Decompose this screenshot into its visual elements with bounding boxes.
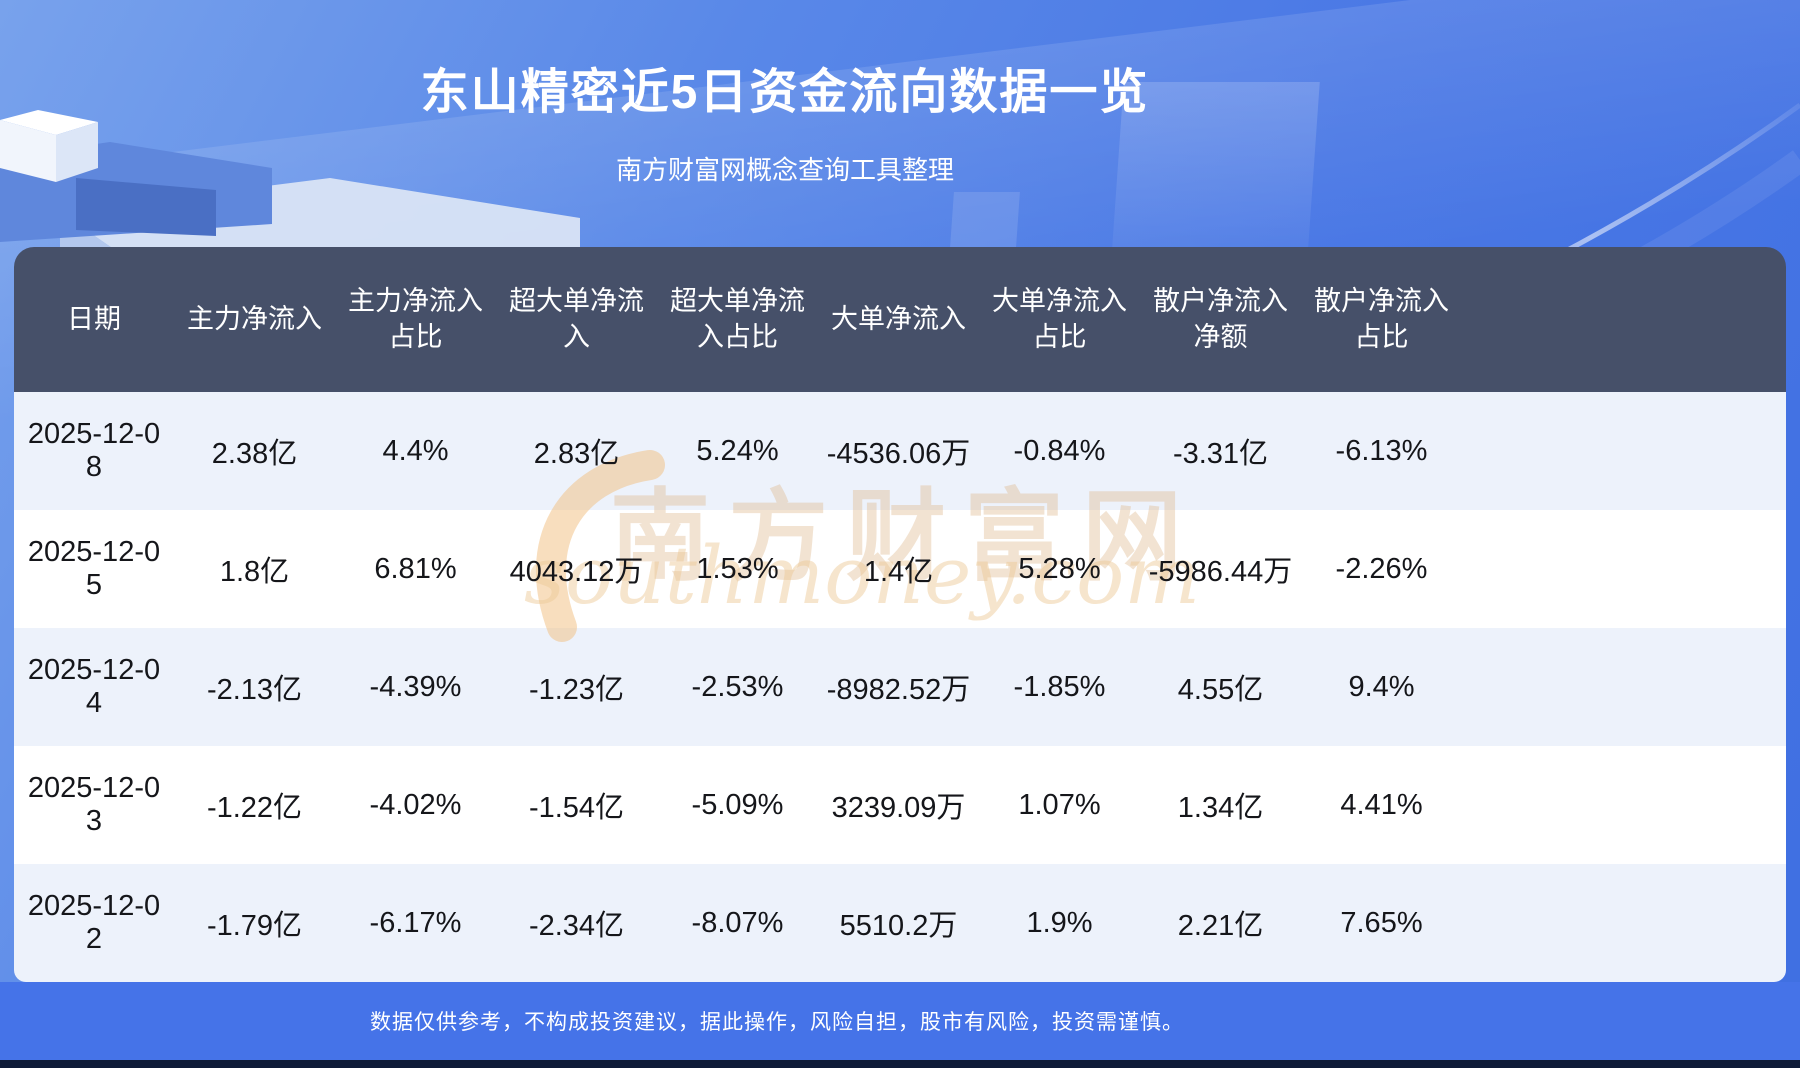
table-cell: 2025-12-04 (27, 654, 161, 719)
table-cell: 1.8亿 (219, 556, 290, 588)
glass-panel-small-decoration (950, 192, 1020, 247)
table-row: 2025-12-04 -2.13亿 -4.39% -1.23亿 -2.53% -8982.… (14, 628, 1786, 746)
table-cell: 2.21亿 (1177, 910, 1264, 942)
page-title: 东山精密近5日资金流向数据一览 (420, 66, 1150, 119)
table-cell: 9.4% (1348, 670, 1415, 703)
table-cell: -5986.44万 (1148, 556, 1293, 588)
table-row: 2025-12-08 2.38亿 4.4% 2.83亿 5.24% -4536.06万 -0… (14, 392, 1786, 510)
row-filler (1462, 746, 1786, 864)
table-cell: -1.23亿 (528, 674, 625, 706)
header-filler (1462, 247, 1786, 392)
table-cell: 4.41% (1340, 788, 1423, 821)
fund-flow-table: 日期 主力净流入 主力净流入占比 超大单净流入 超大单净流入占比 大单净流入 大单净流入占比… (14, 247, 1786, 982)
table-cell: 7.65% (1340, 906, 1423, 939)
table-cell: -1.22亿 (206, 792, 303, 824)
table-cell: -2.13亿 (206, 674, 303, 706)
table-cell: 1.53% (696, 552, 779, 585)
column-header: 主力净流入 (187, 303, 322, 334)
table-cell: 4.55亿 (1177, 674, 1264, 706)
table-cell: -2.53% (691, 670, 784, 703)
table-cell: 1.07% (1018, 788, 1101, 821)
bottom-bar (0, 1060, 1800, 1068)
table-cell: 5.24% (696, 434, 779, 467)
table-body: 2025-12-08 2.38亿 4.4% 2.83亿 5.24% -4536.06万 -0… (14, 392, 1786, 982)
column-header: 大单净流入 (831, 303, 966, 334)
table-row: 2025-12-02 -1.79亿 -6.17% -2.34亿 -8.07% 5510.2… (14, 864, 1786, 982)
column-header: 大单净流入占比 (992, 286, 1127, 352)
row-filler (1462, 864, 1786, 982)
footer-band: 数据仅供参考，不构成投资建议，据此操作，风险自担，股市有风险，投资需谨慎。 (0, 982, 1800, 1060)
table-cell: 2025-12-02 (27, 890, 161, 955)
table-cell: -4536.06万 (826, 438, 971, 470)
table-cell: -6.17% (369, 906, 462, 939)
table-row: 2025-12-05 1.8亿 6.81% 4043.12万 1.53% 1.4亿 5.28… (14, 510, 1786, 628)
table-cell: -0.84% (1013, 434, 1106, 467)
column-header: 超大单净流入占比 (670, 286, 805, 352)
table-cell: -6.13% (1335, 434, 1428, 467)
row-filler (1462, 628, 1786, 746)
column-header: 主力净流入占比 (348, 286, 483, 352)
column-header: 日期 (67, 303, 121, 334)
table-cell: 2025-12-05 (27, 536, 161, 601)
column-header: 散户净流入净额 (1153, 286, 1288, 352)
table-cell: 3239.09万 (831, 792, 966, 824)
table-cell: -8982.52万 (826, 674, 971, 706)
table-cell: -2.26% (1335, 552, 1428, 585)
table-header: 日期 主力净流入 主力净流入占比 超大单净流入 超大单净流入占比 大单净流入 大单净流入占比… (14, 247, 1786, 392)
table-cell: -3.31亿 (1172, 438, 1269, 470)
table-cell: -8.07% (691, 906, 784, 939)
page-subtitle: 南方财富网概念查询工具整理 (615, 155, 954, 185)
column-header: 超大单净流入 (509, 286, 644, 352)
table-cell: 4043.12万 (509, 556, 644, 588)
table-cell: -2.34亿 (528, 910, 625, 942)
column-header: 散户净流入占比 (1314, 286, 1449, 352)
table-cell: -1.85% (1013, 670, 1106, 703)
table-cell: -5.09% (691, 788, 784, 821)
table-cell: 1.34亿 (1177, 792, 1264, 824)
table-cell: 6.81% (374, 552, 457, 585)
table-cell: 2.83亿 (533, 438, 620, 470)
table-cell: 5510.2万 (839, 910, 958, 942)
row-filler (1462, 392, 1786, 510)
table-cell: 2.38亿 (211, 438, 298, 470)
row-filler (1462, 510, 1786, 628)
table-row: 2025-12-03 -1.22亿 -4.02% -1.54亿 -5.09% 3239.0… (14, 746, 1786, 864)
table-cell: -1.79亿 (206, 910, 303, 942)
table-cell: 5.28% (1018, 552, 1101, 585)
disclaimer-text: 数据仅供参考，不构成投资建议，据此操作，风险自担，股市有风险，投资需谨慎。 (370, 1011, 1184, 1034)
table-cell: -1.54亿 (528, 792, 625, 824)
table-cell: 2025-12-03 (27, 772, 161, 837)
table-cell: 4.4% (382, 434, 449, 467)
table-cell: 2025-12-08 (27, 418, 161, 483)
table-cell: -4.39% (369, 670, 462, 703)
table-cell: 1.4亿 (863, 556, 934, 588)
table-cell: 1.9% (1026, 906, 1093, 939)
table-cell: -4.02% (369, 788, 462, 821)
